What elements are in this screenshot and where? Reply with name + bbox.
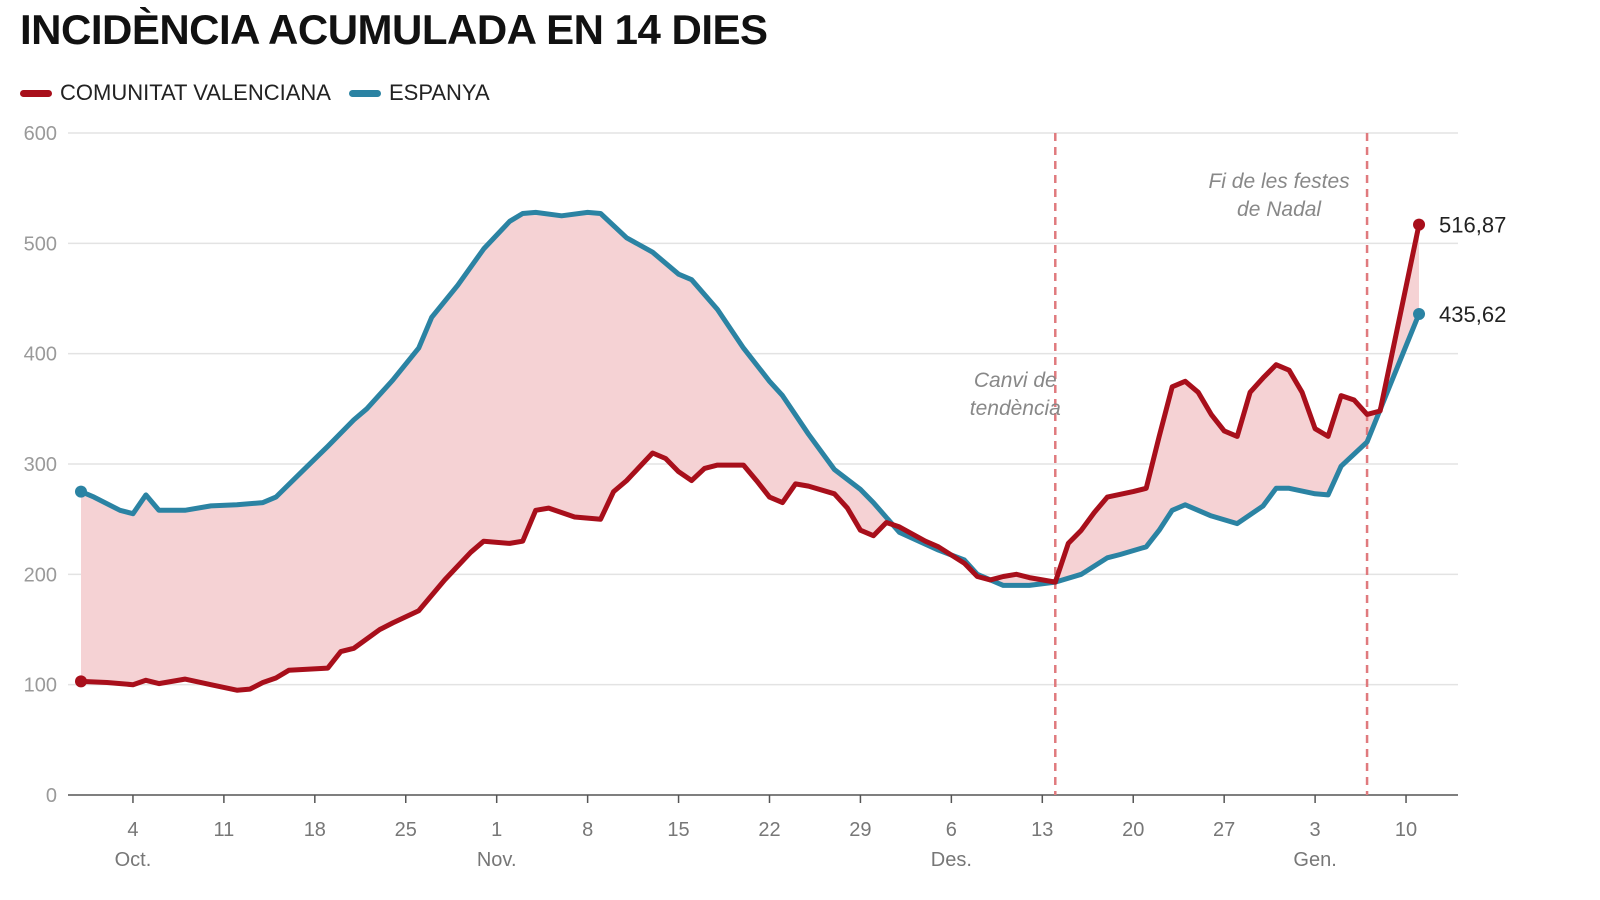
legend-item-comunitat-valenciana: COMUNITAT VALENCIANA — [20, 80, 331, 106]
annotation-text-0-1: tendència — [970, 397, 1061, 420]
end-point-espanya — [1413, 307, 1426, 320]
end-point-comunitat-valenciana — [1413, 218, 1426, 231]
x-tick-label-2021-01-03: 3 — [1310, 819, 1321, 841]
x-tick-label-2020-11-29: 29 — [849, 819, 871, 841]
x-tick-label-2020-12-06: 6 — [946, 819, 957, 841]
legend-item-espanya: ESPANYA — [348, 80, 490, 106]
x-tick-label-2020-12-13: 13 — [1031, 819, 1053, 841]
start-point-comunitat-valenciana — [74, 675, 87, 688]
start-point-espanya — [74, 485, 87, 498]
x-tick-label-2020-11-01: 1 — [491, 819, 502, 841]
x-tick-label-2020-11-08: 8 — [582, 819, 593, 841]
x-tick-label-2020-10-25: 25 — [395, 819, 417, 841]
legend-swatch-espanya — [348, 89, 381, 97]
y-tick-label-100: 100 — [24, 675, 57, 697]
legend: COMUNITAT VALENCIANA ESPANYA — [20, 80, 508, 106]
annotation-text-1-0: Fi de les festes — [1208, 170, 1350, 193]
x-month-label-2021-01-03: Gen. — [1293, 849, 1336, 871]
annotation-text-0-0: Canvi de — [974, 369, 1057, 392]
y-tick-label-400: 400 — [24, 344, 57, 366]
y-tick-label-600: 600 — [24, 123, 57, 145]
difference-area — [81, 212, 1419, 691]
end-value-label-comunitat-valenciana: 516,87 — [1439, 213, 1506, 238]
y-tick-label-500: 500 — [24, 233, 57, 255]
x-tick-label-2020-10-18: 18 — [304, 819, 326, 841]
y-tick-label-0: 0 — [46, 785, 57, 807]
legend-label-comunitat-valenciana: COMUNITAT VALENCIANA — [60, 80, 331, 105]
x-month-label-2020-10-04: Oct. — [115, 849, 152, 871]
chart-title: INCIDÈNCIA ACUMULADA EN 14 DIES — [20, 6, 768, 53]
end-value-label-espanya: 435,62 — [1439, 302, 1506, 327]
x-tick-label-2020-12-27: 27 — [1213, 819, 1235, 841]
legend-label-espanya: ESPANYA — [388, 80, 490, 105]
x-month-label-2020-12-06: Des. — [931, 849, 972, 871]
series-line-espanya — [78, 209, 1422, 588]
x-tick-label-2020-11-22: 22 — [758, 819, 780, 841]
x-tick-label-2020-11-15: 15 — [667, 819, 689, 841]
series-line-comunitat-valenciana — [78, 222, 1422, 693]
annotation-text-1-1: de Nadal — [1237, 198, 1322, 221]
y-tick-label-200: 200 — [24, 564, 57, 586]
x-tick-label-2020-10-04: 4 — [127, 819, 138, 841]
x-tick-label-2021-01-10: 10 — [1395, 819, 1417, 841]
x-tick-label-2020-10-11: 11 — [214, 819, 235, 841]
x-month-label-2020-11-01: Nov. — [477, 849, 517, 871]
y-tick-label-300: 300 — [24, 454, 57, 476]
legend-swatch-comunitat-valenciana — [20, 89, 52, 97]
x-tick-label-2020-12-20: 20 — [1122, 819, 1144, 841]
